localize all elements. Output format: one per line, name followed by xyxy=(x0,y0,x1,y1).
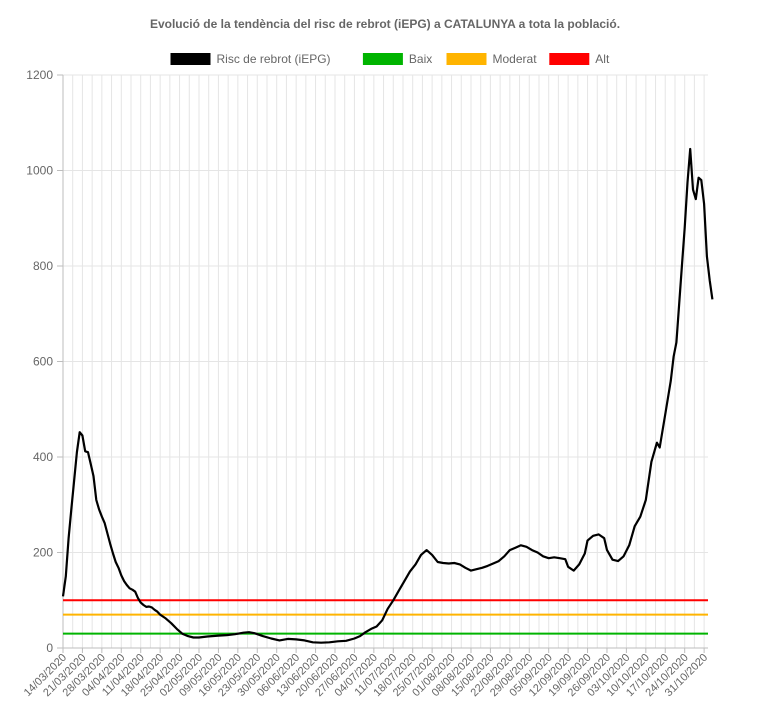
grid xyxy=(62,74,708,649)
legend-item[interactable]: Moderat xyxy=(446,52,538,66)
y-tick-label: 0 xyxy=(46,641,53,655)
x-axis-ticks: 14/03/202021/03/202028/03/202004/04/2020… xyxy=(22,648,710,699)
legend-swatch xyxy=(549,53,590,65)
y-tick-label: 600 xyxy=(33,355,53,369)
legend-label: Moderat xyxy=(493,52,538,66)
legend-item[interactable]: Risc de rebrot (iEPG) xyxy=(170,52,331,66)
legend-swatch xyxy=(446,53,487,65)
series-lines xyxy=(61,147,714,644)
y-axis-ticks: 0 200 400 600 800 1000 1200 xyxy=(26,68,63,655)
y-tick-label: 400 xyxy=(33,450,53,464)
chart-title: Evolució de la tendència del risc de reb… xyxy=(150,17,620,31)
legend-item[interactable]: Alt xyxy=(549,52,610,66)
legend: Risc de rebrot (iEPG) Baix Moderat Alt xyxy=(170,52,610,66)
y-tick-label: 1200 xyxy=(26,68,53,82)
legend-label: Alt xyxy=(595,52,610,66)
legend-label: Baix xyxy=(409,52,432,66)
y-tick-label: 200 xyxy=(33,546,53,560)
legend-swatch xyxy=(362,53,403,65)
legend-item[interactable]: Baix xyxy=(362,52,432,66)
y-tick-label: 1000 xyxy=(26,164,53,178)
legend-label: Risc de rebrot (iEPG) xyxy=(217,52,331,66)
legend-swatch xyxy=(170,53,211,65)
y-tick-label: 800 xyxy=(33,259,53,273)
series-line-iepg xyxy=(61,147,714,644)
